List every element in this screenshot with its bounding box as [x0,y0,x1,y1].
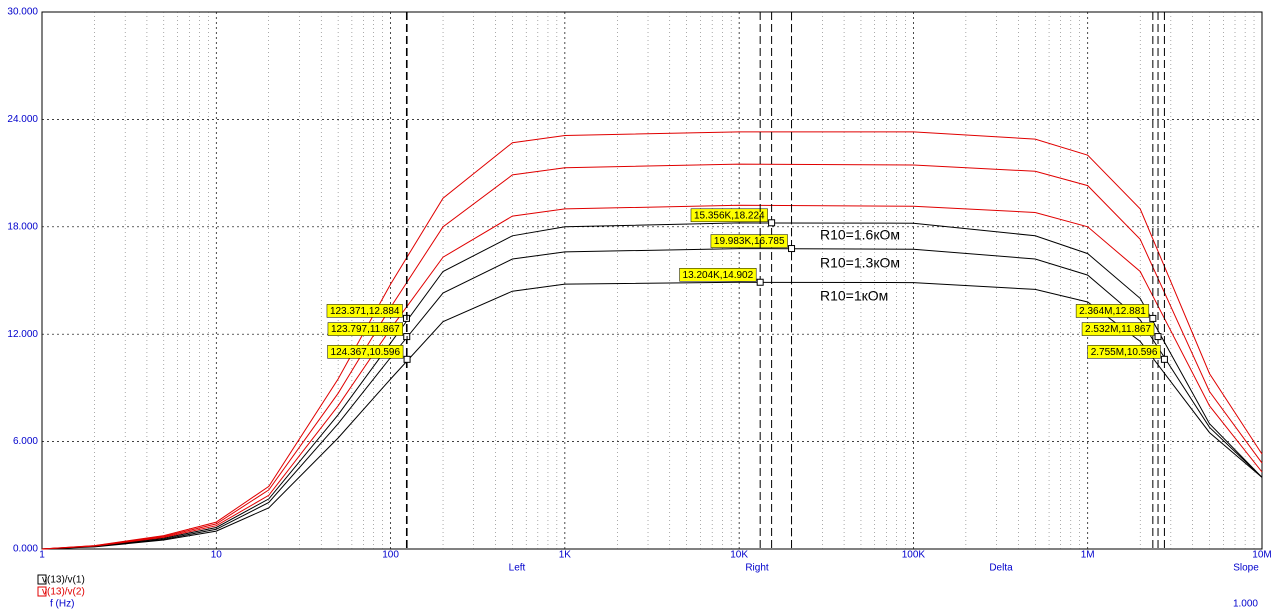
cursor-marker [1154,333,1162,341]
readout-header: Left [509,563,526,574]
series-line [41,248,1263,550]
cursor-label: 2.755M,10.596 [1091,347,1158,358]
x-tick-label: 1M [1081,550,1095,561]
legend-entry: v(13)/v(2) [42,587,85,598]
cursor-label: 19.983K,16.785 [714,236,785,247]
readout-header: Delta [989,563,1013,574]
cursor-label: 123.371,12.884 [330,306,400,317]
series-line [41,204,1263,550]
annotation: R10=1.6кОм [820,227,900,243]
plot-frame [41,11,1263,550]
cursor-label: 124.367,10.596 [331,347,401,358]
cursor-label: 15.356K,18.224 [694,210,765,221]
cursor-label: 2.532M,11.867 [1085,324,1151,335]
legend-swatch [37,574,47,585]
cursor-label-box [690,208,768,223]
cursor-marker [1149,314,1157,322]
legend-swatch [37,586,47,597]
y-tick-label: 30.000 [7,7,38,18]
series-line [41,163,1263,550]
y-tick-label: 12.000 [7,329,38,340]
cursor-marker [1160,355,1168,363]
y-tick-label: 6.000 [13,436,38,447]
cursor-label: 2.364M,12.881 [1079,306,1146,317]
x-axis-label: f (Hz) [50,599,74,610]
series-line [41,222,1263,550]
x-tick-label: 1 [39,550,45,561]
cursor-label: 123.797,11.867 [331,324,400,335]
annotation: R10=1кОм [820,288,888,304]
cursor-marker [768,219,776,227]
cursor-label-box [327,322,403,336]
series-line [41,131,1263,550]
readout-header: Right [745,563,769,574]
series-line [41,281,1263,550]
cursor-marker [788,245,796,253]
cursor-label-box [710,234,788,248]
cursor-label-box [679,268,757,282]
x-tick-label: 10K [730,550,748,561]
y-tick-label: 24.000 [7,114,38,125]
annotation: R10=1.3кОм [820,255,900,271]
x-tick-label: 10M [1252,550,1271,561]
cursor-label: 13.204K,14.902 [683,270,754,281]
x-tick-label: 100K [902,550,926,561]
cursor-label-box [327,345,404,359]
cursor-marker [403,355,411,363]
slope-value: 1.000 [1233,599,1258,610]
cursor-label-box [1081,322,1155,336]
cursor-label-box [1087,345,1161,359]
x-tick-label: 10 [211,550,223,561]
cursor-marker [756,278,764,286]
y-tick-label: 0.000 [13,544,38,555]
x-tick-label: 100 [382,550,399,561]
cursor-label-box [1075,304,1150,318]
y-tick-label: 18.000 [7,221,38,232]
x-tick-label: 1K [559,550,572,561]
legend-entry: v(13)/v(1) [42,575,85,586]
readout-header: Slope [1233,563,1259,574]
cursor-label-box [326,304,403,318]
